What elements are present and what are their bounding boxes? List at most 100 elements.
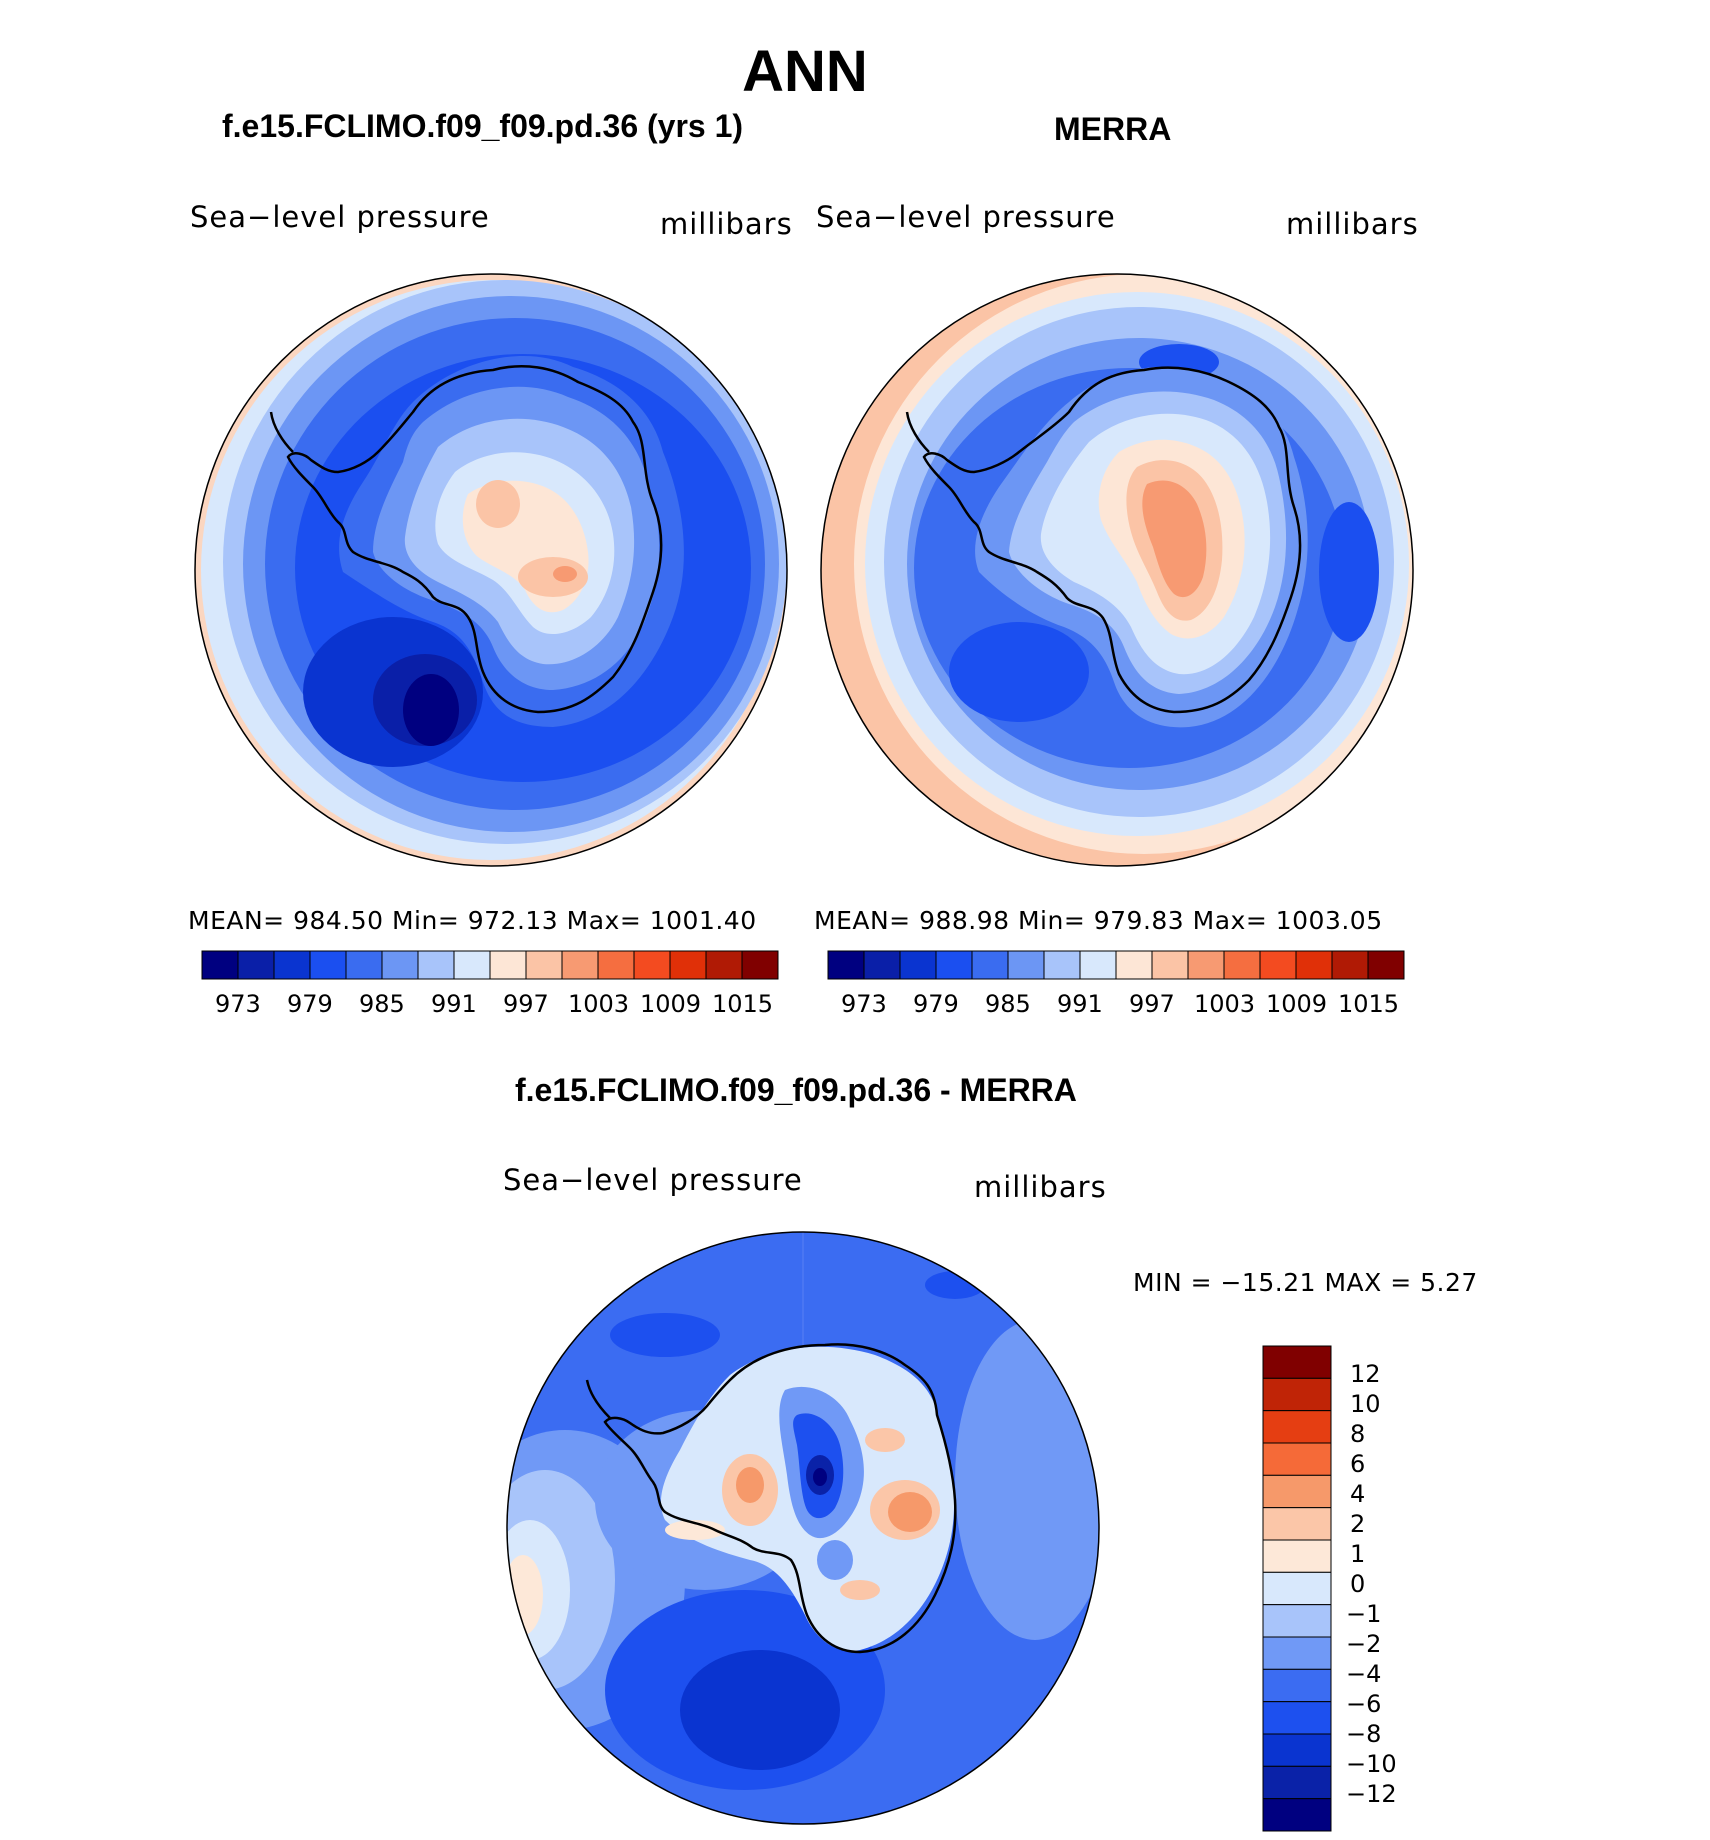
figure-title: ANN [742, 39, 868, 104]
diff-tick: −4 [1346, 1660, 1382, 1688]
diff-tick: −1 [1346, 1600, 1382, 1628]
colorbar-swatch [971, 950, 1009, 980]
obs-stats: MEAN= 988.98 Min= 979.83 Max= 1003.05 [814, 906, 1383, 935]
model-tick: 1009 [640, 990, 702, 1018]
diff-units-label: millibars [974, 1170, 1107, 1204]
colorbar-swatch [597, 950, 635, 980]
colorbar-swatch [1259, 950, 1297, 980]
obs-colorbar [827, 950, 1405, 980]
diff-tick: −10 [1346, 1750, 1397, 1778]
colorbar-swatch [1262, 1410, 1332, 1444]
colorbar-swatch [899, 950, 937, 980]
obs-variable-label: Sea−level pressure [816, 200, 1116, 234]
diff-tick: 8 [1350, 1420, 1366, 1448]
diff-variable-label: Sea−level pressure [503, 1163, 803, 1197]
model-panel-title: f.e15.FCLIMO.f09_f09.pd.36 (yrs 1) [222, 108, 744, 144]
colorbar-swatch [1043, 950, 1081, 980]
diff-minmax: MIN = −15.21 MAX = 5.27 [1133, 1268, 1478, 1297]
diff-tick: −6 [1346, 1690, 1382, 1718]
colorbar-swatch [381, 950, 419, 980]
colorbar-swatch [633, 950, 671, 980]
colorbar-swatch [1262, 1507, 1332, 1541]
colorbar-swatch [1115, 950, 1153, 980]
colorbar-swatch [1367, 950, 1405, 980]
diff-tick: −12 [1346, 1780, 1397, 1808]
colorbar-swatch [1262, 1701, 1332, 1735]
colorbar-swatch [417, 950, 455, 980]
diff-tick: −8 [1346, 1720, 1382, 1748]
colorbar-swatch [1187, 950, 1225, 980]
obs-panel-title: MERRA [1054, 111, 1172, 147]
colorbar-swatch [827, 950, 865, 980]
model-tick: 991 [431, 990, 477, 1018]
model-tick: 1015 [712, 990, 774, 1018]
model-variable-label: Sea−level pressure [190, 200, 490, 234]
model-tick: 997 [503, 990, 549, 1018]
colorbar-swatch [345, 950, 383, 980]
diff-tick: 10 [1350, 1390, 1381, 1418]
colorbar-swatch [1262, 1765, 1332, 1800]
colorbar-swatch [1295, 950, 1333, 980]
obs-units-label: millibars [1286, 207, 1419, 241]
diff-tick: 0 [1350, 1570, 1366, 1598]
diff-tick: 2 [1350, 1510, 1366, 1538]
obs-tick: 973 [841, 990, 887, 1018]
colorbar-swatch [863, 950, 901, 980]
diff-polar-map [506, 1231, 1100, 1825]
colorbar-swatch [669, 950, 707, 980]
obs-tick: 985 [985, 990, 1031, 1018]
diff-tick: 12 [1350, 1360, 1381, 1388]
model-units-label: millibars [660, 207, 793, 241]
model-tick: 973 [215, 990, 261, 1018]
colorbar-swatch [1262, 1345, 1332, 1379]
colorbar-swatch [1079, 950, 1117, 980]
model-polar-map [194, 273, 788, 867]
colorbar-swatch [935, 950, 973, 980]
model-stats: MEAN= 984.50 Min= 972.13 Max= 1001.40 [188, 906, 757, 935]
colorbar-swatch [273, 950, 311, 980]
colorbar-swatch [1262, 1571, 1332, 1606]
model-colorbar [201, 950, 779, 980]
diff-tick: 6 [1350, 1450, 1366, 1478]
diff-tick: 1 [1350, 1540, 1366, 1568]
obs-tick: 991 [1057, 990, 1103, 1018]
colorbar-swatch [1262, 1474, 1332, 1509]
colorbar-swatch [489, 950, 527, 980]
colorbar-swatch [1151, 950, 1189, 980]
model-tick: 979 [287, 990, 333, 1018]
colorbar-swatch [705, 950, 743, 980]
model-colorbar-ticks: 973 979 985 991 997 1003 1009 1015 [202, 990, 778, 1020]
obs-colorbar-ticks: 973 979 985 991 997 1003 1009 1015 [828, 990, 1404, 1020]
obs-polar-map [820, 273, 1414, 867]
colorbar-swatch [741, 950, 779, 980]
colorbar-swatch [1262, 1798, 1332, 1832]
obs-tick: 1003 [1194, 990, 1256, 1018]
obs-tick: 1015 [1338, 990, 1400, 1018]
colorbar-swatch [1007, 950, 1045, 980]
colorbar-swatch [1262, 1668, 1332, 1703]
diff-panel-title: f.e15.FCLIMO.f09_f09.pd.36 - MERRA [515, 1072, 1077, 1108]
colorbar-swatch [561, 950, 599, 980]
diff-colorbar-ticks: 12 10 8 6 4 2 1 0 −1 −2 −4 −6 −8 −10 −12 [1346, 1360, 1430, 1840]
model-tick: 1003 [568, 990, 630, 1018]
obs-tick: 997 [1129, 990, 1175, 1018]
colorbar-swatch [1262, 1377, 1332, 1412]
model-tick: 985 [359, 990, 405, 1018]
diff-tick: −2 [1346, 1630, 1382, 1658]
colorbar-swatch [1262, 1442, 1332, 1476]
colorbar-swatch [453, 950, 491, 980]
colorbar-swatch [1223, 950, 1261, 980]
colorbar-swatch [1331, 950, 1369, 980]
diff-tick: 4 [1350, 1480, 1366, 1508]
colorbar-swatch [1262, 1636, 1332, 1670]
colorbar-swatch [1262, 1539, 1332, 1573]
colorbar-swatch [1262, 1733, 1332, 1767]
colorbar-swatch [309, 950, 347, 980]
obs-tick: 1009 [1266, 990, 1328, 1018]
colorbar-swatch [525, 950, 563, 980]
colorbar-swatch [237, 950, 275, 980]
obs-tick: 979 [913, 990, 959, 1018]
diff-colorbar [1262, 1345, 1332, 1832]
colorbar-swatch [1262, 1604, 1332, 1638]
colorbar-swatch [201, 950, 239, 980]
